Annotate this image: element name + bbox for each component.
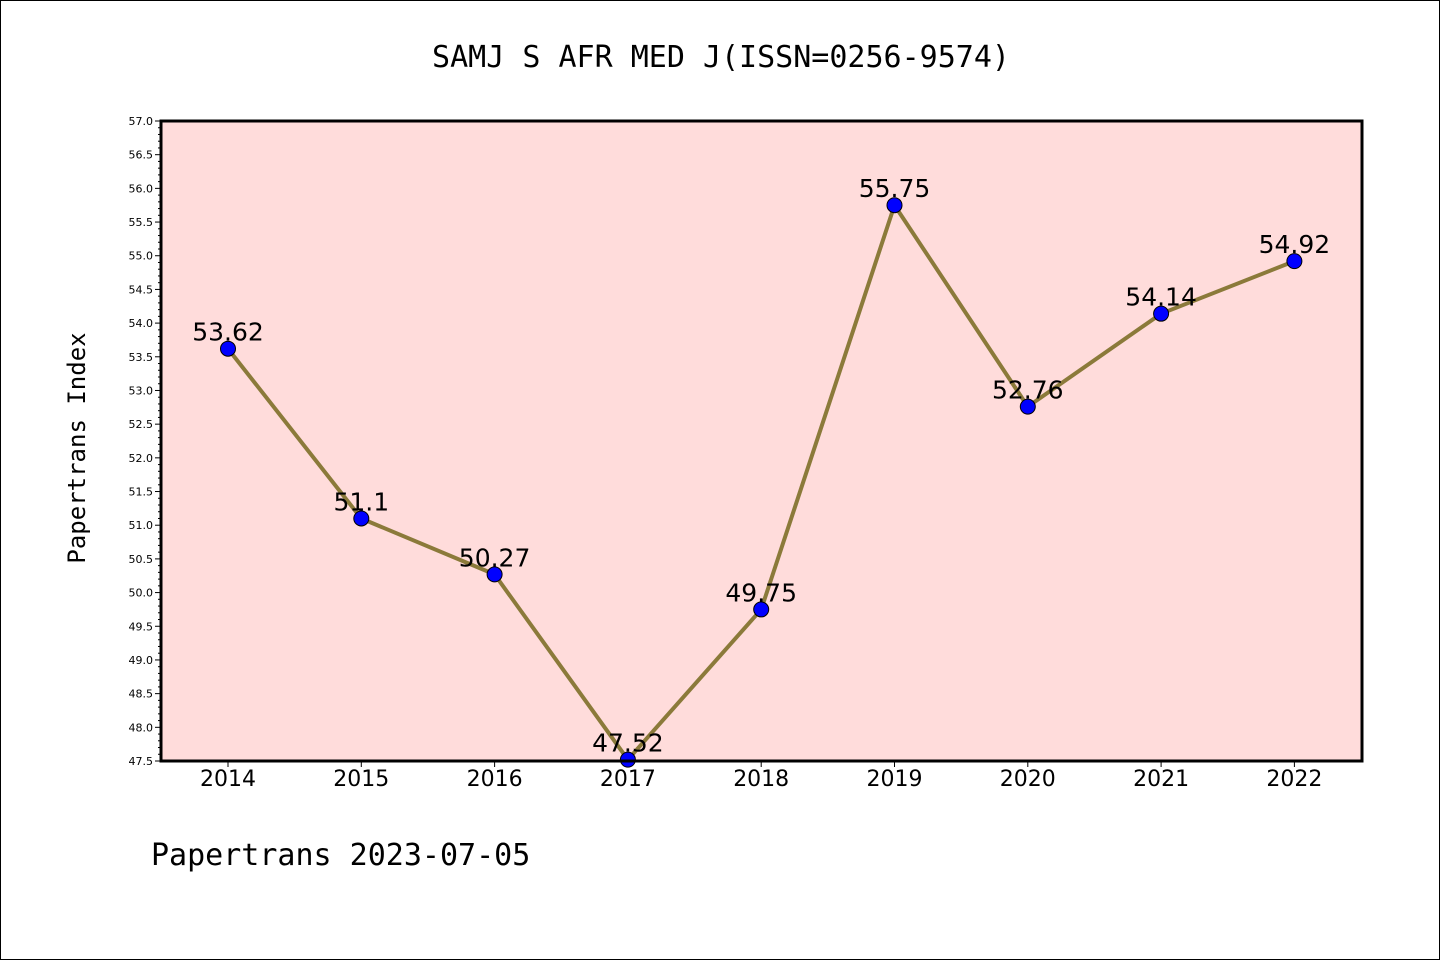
y-tick-label: 47.5 xyxy=(129,755,154,768)
data-label-2018: 49.75 xyxy=(725,578,797,607)
data-label-2015: 51.1 xyxy=(333,487,389,516)
y-tick-label: 55.5 xyxy=(129,216,154,229)
plot-area xyxy=(161,121,1362,761)
data-point-2016 xyxy=(486,566,503,583)
y-tick-label: 57.0 xyxy=(129,115,154,128)
data-points xyxy=(220,197,1303,768)
y-tick-label: 52.0 xyxy=(129,452,154,465)
y-tick-label: 53.5 xyxy=(129,351,154,364)
data-point-2020 xyxy=(1019,398,1036,415)
data-label-2021: 54.14 xyxy=(1125,283,1197,312)
y-tick-label: 54.0 xyxy=(129,317,154,330)
y-tick-label: 48.0 xyxy=(129,721,154,734)
y-tick-label: 51.5 xyxy=(129,486,154,499)
data-label-2014: 53.62 xyxy=(192,318,264,347)
data-point-2021 xyxy=(1153,305,1170,322)
x-tick-label-2014: 2014 xyxy=(200,767,256,792)
y-tick-label: 49.0 xyxy=(129,654,154,667)
data-label-2022: 54.92 xyxy=(1259,230,1331,259)
y-tick-label: 55.0 xyxy=(129,250,154,263)
y-tick-label: 56.0 xyxy=(129,182,154,195)
data-point-2019 xyxy=(886,197,903,214)
y-tick-label: 52.5 xyxy=(129,418,154,431)
data-label-2016: 50.27 xyxy=(459,543,531,572)
data-point-2018 xyxy=(753,601,770,618)
y-axis-ticks: 47.5 48.0 48.5 49.0 49.5 50.0 50.5 51.0 51.5 52.0… xyxy=(129,115,161,768)
x-tick-label-2019: 2019 xyxy=(867,767,923,792)
data-label-2017: 47.52 xyxy=(592,729,664,758)
y-axis-label: Papertrans Index xyxy=(63,332,91,563)
y-tick-label: 50.5 xyxy=(129,553,154,566)
x-tick-label-2021: 2021 xyxy=(1133,767,1189,792)
x-tick-label-2016: 2016 xyxy=(467,767,523,792)
y-tick-label: 50.0 xyxy=(129,587,154,600)
x-tick-label-2022: 2022 xyxy=(1266,767,1322,792)
data-point-2015 xyxy=(353,510,370,527)
data-point-2022 xyxy=(1286,253,1303,270)
y-tick-label: 56.5 xyxy=(129,149,154,162)
x-axis-ticks: 2014 2015 2016 2017 2018 2019 2020 2021 2022 xyxy=(200,761,1322,792)
x-tick-label-2018: 2018 xyxy=(733,767,789,792)
data-label-2020: 52.76 xyxy=(992,376,1064,405)
x-tick-label-2020: 2020 xyxy=(1000,767,1056,792)
data-point-2014 xyxy=(220,340,236,357)
chart-title: SAMJ S AFR MED J(ISSN=0256-9574) xyxy=(432,40,1010,75)
y-tick-label: 49.5 xyxy=(129,620,154,633)
y-tick-label: 54.5 xyxy=(129,283,154,296)
data-label-2019: 55.75 xyxy=(859,174,931,203)
y-tick-label: 51.0 xyxy=(129,519,154,532)
x-tick-label-2015: 2015 xyxy=(333,767,389,792)
footer-source-date: Papertrans 2023-07-05 xyxy=(151,838,530,873)
y-tick-label: 48.5 xyxy=(129,688,154,701)
x-tick-label-2017: 2017 xyxy=(600,767,656,792)
y-tick-label: 53.0 xyxy=(129,384,154,397)
plot-border xyxy=(159,119,1364,763)
data-labels: 53.62 51.1 50.27 47.52 49.75 55.75 52.76 54.14 5… xyxy=(192,174,1330,757)
